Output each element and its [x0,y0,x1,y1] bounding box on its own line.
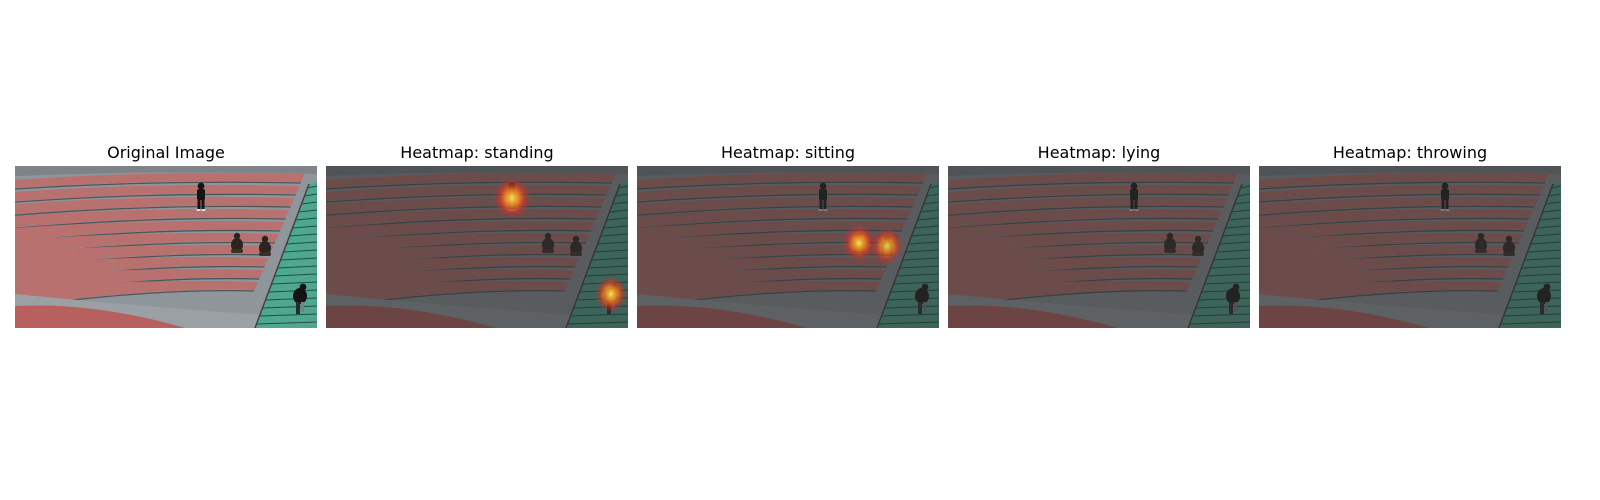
heatmap-image [326,166,628,328]
scene-svg [948,166,1250,328]
dim-overlay [1259,166,1561,328]
panel-original: Original Image [15,140,317,328]
dim-overlay [948,166,1250,328]
heatmap-image [948,166,1250,328]
panel-heatmap-throwing: Heatmap: throwing [1259,140,1561,328]
panel-title: Heatmap: sitting [720,143,856,162]
panel-heatmap-sitting: Heatmap: sitting [637,140,939,328]
seating-steps [15,172,305,308]
scene-svg [1259,166,1561,328]
panel-title: Heatmap: standing [400,143,554,162]
panel-title: Original Image [107,143,225,162]
panel-heatmap-standing: Heatmap: standing [326,140,628,328]
panel-heatmap-lying: Heatmap: lying [948,140,1250,328]
track [15,305,185,328]
heat-spot-bottom-right-person [595,276,627,312]
scene-svg [326,166,628,328]
dim-overlay [326,166,628,328]
heat-spot-sitting-person-left [843,225,875,261]
panel-title: Heatmap: throwing [1332,143,1488,162]
heatmap-image [637,166,939,328]
heat-spot-standing-person [494,178,530,218]
people [196,182,307,314]
heat-spot-sitting-person-right [871,228,903,264]
scene-svg [15,166,317,328]
panel-title: Heatmap: lying [1037,143,1161,162]
scene-svg [637,166,939,328]
heatmap-image [1259,166,1561,328]
scene-image [15,166,317,328]
